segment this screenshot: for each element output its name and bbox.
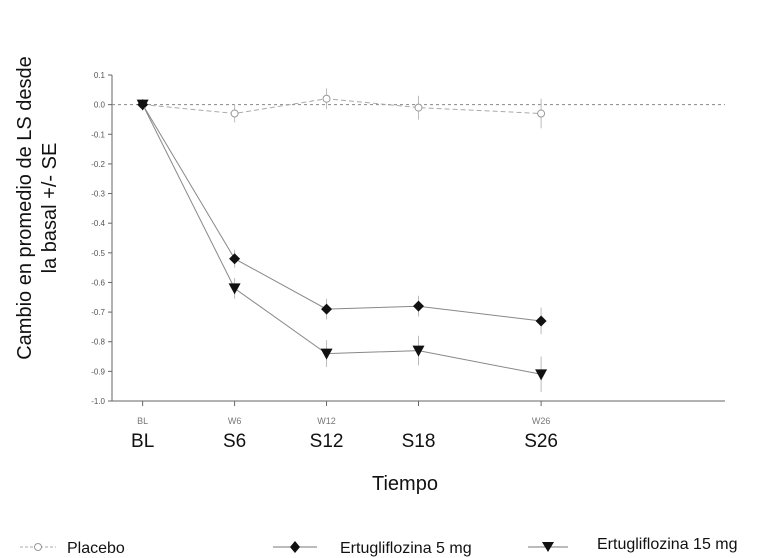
- series-1: [138, 88, 546, 129]
- legend-15mg-marker: [542, 542, 554, 552]
- data-point: [322, 94, 331, 103]
- plot-area: 0.1 0.0 -0.1 -0.2 -0.3 -0.4 -0.5 -0.6 -0.7 -0.8 -0…: [91, 71, 725, 452]
- legend: Placebo Ertugliflozina 5 mg Ertugliflozi…: [20, 536, 738, 557]
- x-category-label: S6: [223, 431, 246, 452]
- y-tick-label: 0.0: [94, 101, 106, 110]
- data-point: [321, 303, 333, 315]
- y-tick-label: -0.4: [91, 219, 105, 228]
- y-tick-label: -0.7: [91, 308, 105, 317]
- legend-5mg-marker: [290, 541, 300, 553]
- legend-placebo-marker: [34, 543, 42, 551]
- x-category-label: BL: [131, 431, 154, 452]
- y-tick-label: -0.3: [91, 190, 105, 199]
- y-axis-title-line1: Cambio en promedio de LS desde: [14, 56, 36, 360]
- y-tick-label: -0.9: [91, 367, 105, 376]
- y-tick-label: -0.1: [91, 130, 105, 139]
- data-point: [320, 348, 333, 360]
- data-point: [537, 109, 546, 118]
- legend-15mg-label: Ertugliflozina 15 mg: [597, 536, 738, 553]
- x-category-label: S26: [524, 431, 558, 452]
- data-point: [136, 99, 149, 111]
- x-category-label: S12: [310, 431, 344, 452]
- series-3: [136, 99, 548, 393]
- y-tick-label: 0.1: [94, 71, 106, 80]
- y-tick-label: -1.0: [91, 397, 105, 406]
- legend-item-ertugliflozina-15mg: Ertugliflozina 15 mg: [528, 536, 738, 553]
- legend-5mg-label: Ertugliflozina 5 mg: [340, 540, 472, 557]
- x-axis-title: Tiempo: [372, 473, 438, 495]
- x-tick-label-faint: BL: [137, 416, 148, 426]
- series-line: [142, 104, 542, 322]
- y-axis-title-line2: la basal +/- SE: [39, 143, 61, 274]
- data-point: [229, 253, 241, 265]
- y-tick-label: -0.6: [91, 278, 105, 287]
- data-point: [230, 109, 239, 118]
- data-point: [414, 103, 423, 112]
- x-category-label: S18: [402, 431, 436, 452]
- y-tick-label: -0.5: [91, 249, 105, 258]
- y-tick-label: -0.8: [91, 338, 105, 347]
- legend-placebo-label: Placebo: [67, 540, 125, 557]
- data-point: [535, 369, 548, 381]
- y-tick-label: -0.2: [91, 160, 105, 169]
- series-line: [142, 98, 542, 115]
- data-point: [412, 345, 425, 357]
- legend-item-ertugliflozina-5mg: Ertugliflozina 5 mg: [273, 540, 472, 557]
- x-tick-label-faint: W26: [532, 416, 551, 426]
- x-tick-label-faint: W6: [228, 416, 242, 426]
- series-line: [142, 104, 542, 375]
- data-point: [535, 315, 547, 327]
- data-point: [228, 283, 241, 295]
- legend-item-placebo: Placebo: [20, 540, 125, 557]
- x-tick-label-faint: W12: [317, 416, 336, 426]
- data-point: [413, 300, 424, 312]
